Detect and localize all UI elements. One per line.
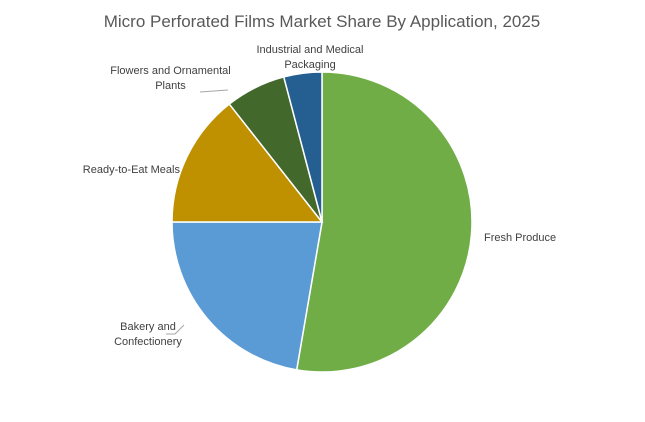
pie-slice <box>295 71 473 373</box>
slice-label: Flowers and Ornamental Plants <box>110 65 231 92</box>
leader-line <box>166 324 185 335</box>
leader-line <box>199 89 229 93</box>
slice-label: Ready-to-Eat Meals <box>82 164 180 176</box>
pie-slice <box>282 71 323 223</box>
slice-label: Industrial and Medical Packaging <box>256 44 364 71</box>
slice-label: Bakery and Confectionery <box>114 321 182 348</box>
chart-title: Micro Perforated Films Market Share By A… <box>104 12 541 31</box>
pie-slice <box>171 221 323 371</box>
pie-slice <box>171 103 324 223</box>
slice-label: Fresh Produce <box>484 232 557 244</box>
